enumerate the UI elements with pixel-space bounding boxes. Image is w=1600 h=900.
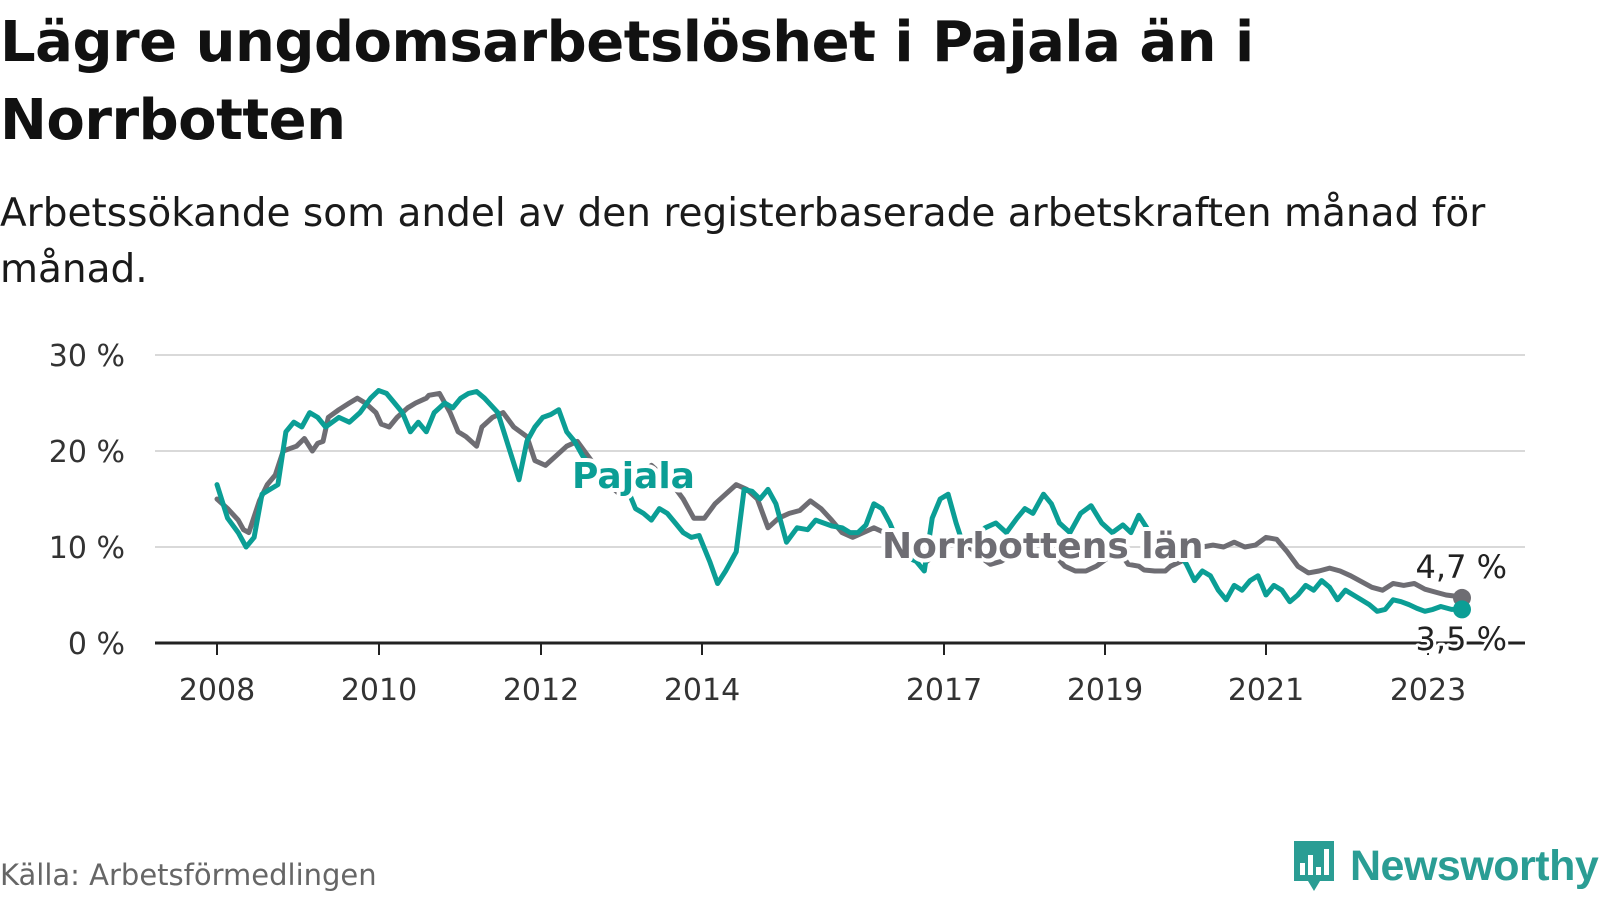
chart-title: Lägre ungdomsarbetslöshet i Pajala än i … bbox=[0, 10, 1254, 153]
end-value-label-norrbottens-lan: 4,7 % bbox=[1416, 548, 1507, 586]
x-tick-label: 2023 bbox=[1390, 673, 1466, 708]
series-labels: Pajala Norrbottens län 4,7 % 3,5 % bbox=[568, 452, 1510, 661]
brand-name: Newsworthy bbox=[1350, 841, 1599, 890]
y-tick-label: 30 % bbox=[49, 339, 125, 374]
chart-subtitle: Arbetssökande som andel av den registerb… bbox=[0, 191, 1486, 292]
series-line-norrbottens-lan bbox=[214, 390, 1465, 601]
x-tick-label: 2012 bbox=[503, 673, 579, 708]
x-tick-label: 2021 bbox=[1228, 673, 1304, 708]
source-note: Källa: Arbetsförmedlingen bbox=[0, 858, 377, 892]
bar-chart-speech-bubble-icon bbox=[1294, 841, 1334, 891]
series-end-point bbox=[1453, 600, 1471, 619]
y-tick-label: 20 % bbox=[49, 435, 125, 470]
series-label-pajala: Pajala bbox=[572, 456, 695, 497]
y-axis-labels: 0 % 10 % 20 % 30 % bbox=[49, 339, 125, 662]
y-tick-label: 0 % bbox=[68, 627, 125, 662]
newsworthy-logo[interactable]: Newsworthy bbox=[1290, 836, 1599, 896]
x-tick-label: 2019 bbox=[1067, 673, 1143, 708]
series-label-norrbottens-lan: Norrbottens län bbox=[882, 526, 1204, 567]
x-tick-label: 2014 bbox=[664, 673, 740, 708]
series-lines bbox=[214, 388, 1471, 619]
series-line-pajala bbox=[214, 388, 1465, 614]
x-tick-label: 2010 bbox=[341, 673, 417, 708]
x-axis: 2008 2010 2012 2014 2017 2019 2021 2023 bbox=[179, 643, 1466, 708]
end-value-label-pajala: 3,5 % bbox=[1416, 620, 1507, 658]
x-tick-label: 2017 bbox=[906, 673, 982, 708]
y-tick-label: 10 % bbox=[49, 531, 125, 566]
gridlines bbox=[155, 354, 1525, 645]
x-tick-label: 2008 bbox=[179, 673, 255, 708]
